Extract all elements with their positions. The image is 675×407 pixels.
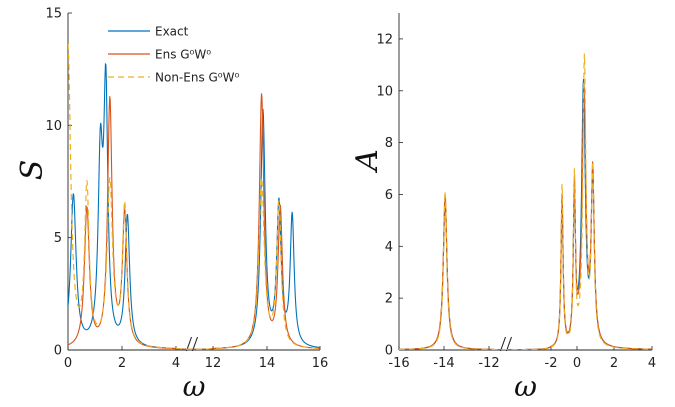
x-tick-label: -14 <box>433 356 454 371</box>
axis-break-stroke <box>499 336 507 352</box>
x-tick-label: 4 <box>172 356 180 371</box>
legend: Exact Ens G⁰W⁰ Non-Ens G⁰W⁰ <box>108 25 239 85</box>
series-line-ens-g-w <box>68 93 320 350</box>
series-line-non-ens-g-w <box>399 53 652 350</box>
x-tick-label: 4 <box>648 356 656 371</box>
y-tick-label: 10 <box>45 119 62 134</box>
right-panel-A: 0 2 4 6 8 10 12 -16 -14 -12 -2 0 2 4 Aω <box>350 13 656 403</box>
x-tick-label: 2 <box>118 356 126 371</box>
series-line-ens-g-w <box>399 83 652 350</box>
series-line-exact <box>68 62 320 350</box>
y-tick-label: 0 <box>54 344 62 359</box>
x-tick-label: 12 <box>205 356 222 371</box>
legend-label: Exact <box>155 25 189 39</box>
y-tick-label: 5 <box>54 231 62 246</box>
legend-label: Ens G⁰W⁰ <box>155 48 211 62</box>
y-tick-label: 4 <box>385 240 393 255</box>
legend-label: Non-Ens G⁰W⁰ <box>155 71 239 85</box>
curves <box>68 43 320 350</box>
x-axis-label: ω <box>183 370 206 403</box>
curves <box>399 53 652 350</box>
series-line-exact <box>399 78 652 350</box>
x-tick-label: -16 <box>388 356 409 371</box>
x-tick-label: 0 <box>64 356 72 371</box>
left-panel-S: 0 5 10 15 0 2 4 12 14 16 Sω Exact Ens G⁰W⁰ Non-Ens G⁰… <box>15 7 328 404</box>
series-line-non-ens-g-w <box>68 43 320 350</box>
y-tick-label: 0 <box>385 344 393 359</box>
y-axis-label: A <box>350 149 385 174</box>
axis-break-stroke <box>505 336 513 352</box>
axis-break-mark <box>499 336 513 352</box>
x-tick-label: -2 <box>545 356 558 371</box>
y-axis-label: S <box>15 160 50 181</box>
y-tick-label: 15 <box>45 7 62 22</box>
y-tick-label: 6 <box>385 188 393 203</box>
x-axis-label: ω <box>514 370 537 403</box>
axis-break-stroke <box>191 336 199 352</box>
x-tick-label: 2 <box>610 356 618 371</box>
x-tick-label: -12 <box>478 356 499 371</box>
y-tick-label: 12 <box>376 32 393 47</box>
y-tick-label: 10 <box>376 84 393 99</box>
y-tick-label: 2 <box>385 292 393 307</box>
x-tick-label: 14 <box>259 356 276 371</box>
y-tick-label: 8 <box>385 136 393 151</box>
x-tick-label: 16 <box>312 356 329 371</box>
x-tick-label: 0 <box>573 356 581 371</box>
